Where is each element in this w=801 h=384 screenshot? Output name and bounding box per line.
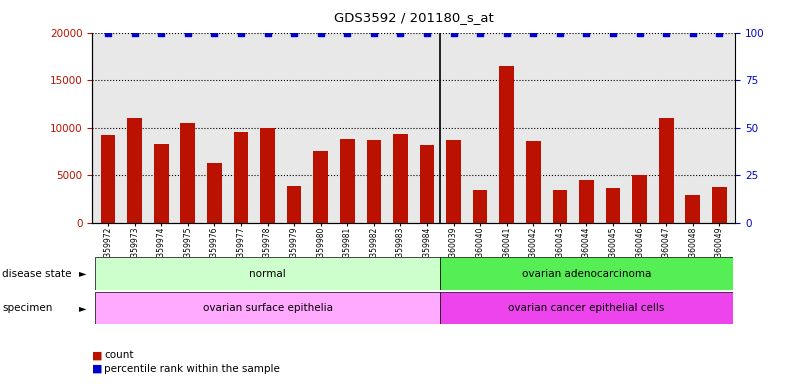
Bar (154, 144, 168, 223)
Bar (95, 257, 441, 290)
Text: ovarian surface epithelia: ovarian surface epithelia (203, 303, 332, 313)
Text: ■: ■ (92, 364, 103, 374)
Point (686, 30, 699, 36)
Bar (446, 140, 461, 223)
Bar (95, 292, 441, 324)
Bar (441, 292, 733, 324)
Point (288, 30, 300, 36)
Bar (260, 127, 275, 223)
Point (580, 30, 593, 36)
Bar (606, 187, 620, 223)
Bar (393, 134, 408, 223)
Point (208, 30, 221, 36)
Point (606, 30, 619, 36)
Bar (313, 151, 328, 223)
Bar (473, 190, 488, 223)
Text: disease state: disease state (2, 268, 72, 279)
Bar (127, 118, 142, 223)
Point (527, 30, 540, 36)
Point (447, 30, 460, 36)
Point (314, 30, 327, 36)
Point (368, 30, 380, 36)
Text: ►: ► (79, 268, 87, 279)
Point (102, 30, 115, 36)
Text: ■: ■ (92, 350, 103, 360)
Point (473, 30, 486, 36)
Point (713, 30, 726, 36)
Point (501, 30, 513, 36)
Point (660, 30, 673, 36)
Point (155, 30, 167, 36)
Bar (287, 185, 301, 223)
Bar (207, 163, 222, 223)
Text: specimen: specimen (2, 303, 53, 313)
Text: ovarian adenocarcinoma: ovarian adenocarcinoma (521, 268, 651, 279)
Bar (180, 123, 195, 223)
Bar (579, 180, 594, 223)
Bar (101, 135, 115, 223)
Bar (234, 132, 248, 223)
Text: ovarian cancer epithelial cells: ovarian cancer epithelial cells (509, 303, 665, 313)
Point (341, 30, 354, 36)
Bar (686, 195, 700, 223)
Bar (632, 175, 647, 223)
Point (421, 30, 433, 36)
Text: GDS3592 / 201180_s_at: GDS3592 / 201180_s_at (334, 12, 493, 25)
Point (181, 30, 194, 36)
Point (634, 30, 646, 36)
Bar (367, 140, 381, 223)
Text: percentile rank within the sample: percentile rank within the sample (104, 364, 280, 374)
Bar (340, 139, 355, 223)
Text: normal: normal (249, 268, 286, 279)
Bar (553, 190, 567, 223)
Bar (712, 187, 727, 223)
Text: count: count (104, 350, 134, 360)
Bar (420, 145, 434, 223)
Bar (659, 118, 674, 223)
Bar (500, 66, 514, 223)
Point (553, 30, 566, 36)
Point (394, 30, 407, 36)
Point (261, 30, 274, 36)
Bar (526, 141, 541, 223)
Point (235, 30, 248, 36)
Bar (441, 257, 733, 290)
Point (128, 30, 141, 36)
Text: ►: ► (79, 303, 87, 313)
